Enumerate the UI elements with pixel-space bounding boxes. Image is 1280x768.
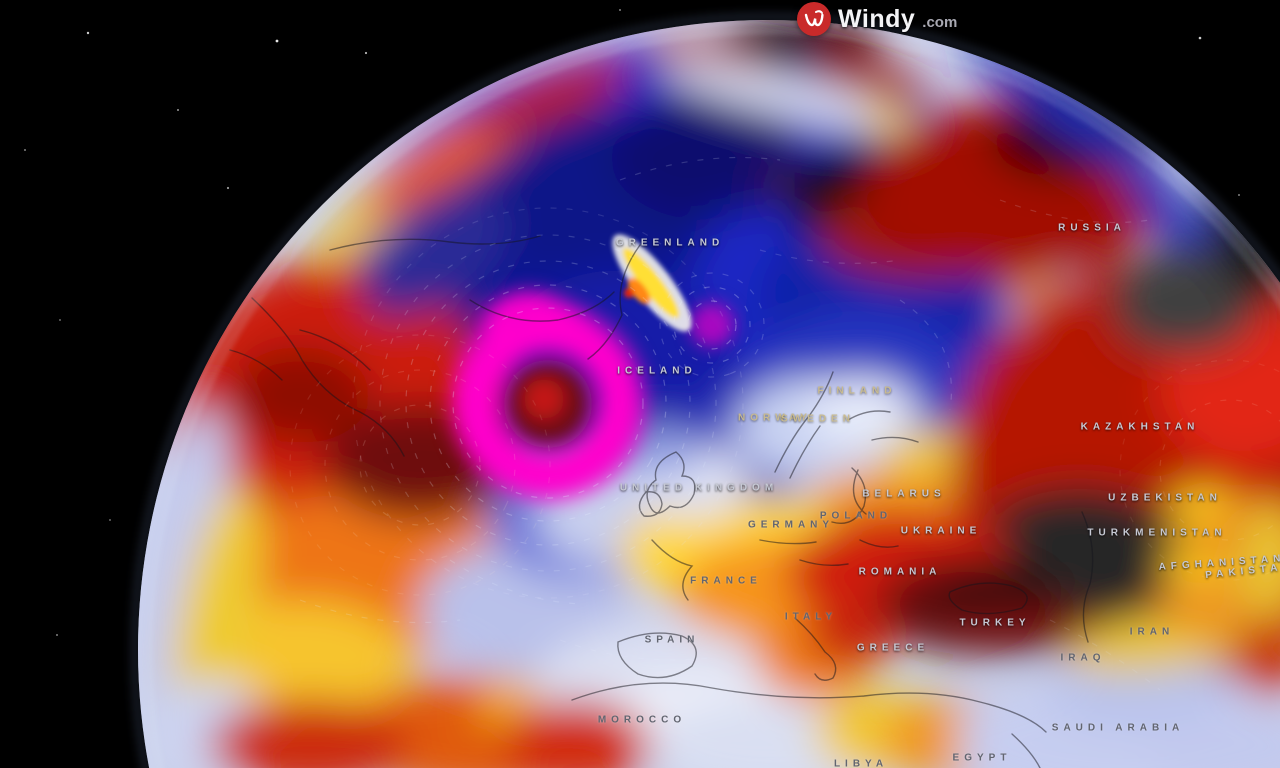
stars	[24, 9, 1240, 636]
windy-tld-text: .com	[922, 14, 958, 31]
windy-swirl-icon	[797, 2, 831, 36]
windy-brand-text: Windy	[838, 4, 916, 33]
greenland-warm-streak	[612, 234, 692, 332]
windy-logo[interactable]: Windy .com	[797, 2, 957, 36]
polar-vortex	[447, 234, 734, 504]
atmosphere-halo	[132, 14, 1280, 768]
wind-streamlines	[289, 156, 1280, 691]
temperature-anomaly-field	[138, 20, 1280, 768]
coastlines	[229, 235, 1094, 768]
